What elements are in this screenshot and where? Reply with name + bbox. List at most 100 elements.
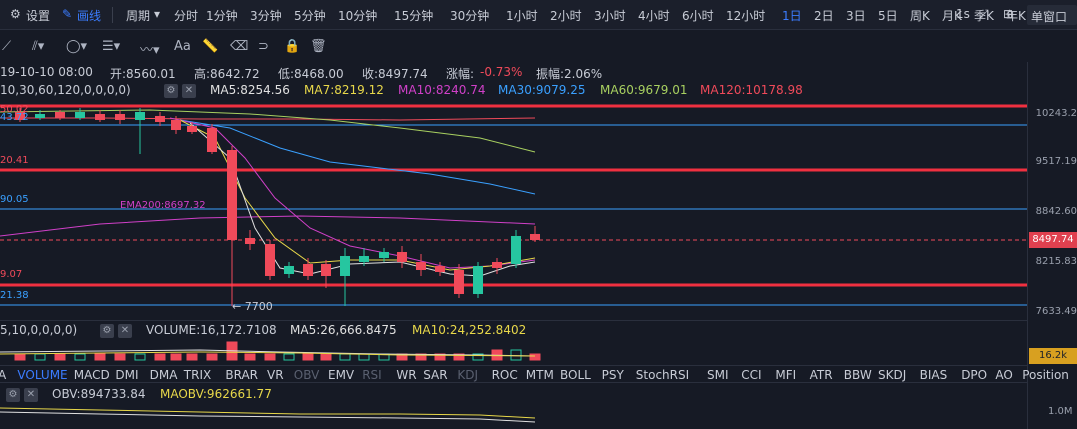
settings-icon[interactable]: ⚙: [10, 7, 21, 21]
magnet-icon[interactable]: ⊃: [258, 39, 269, 54]
layout-icon[interactable]: ⊞: [1003, 7, 1014, 21]
indicator-tab-dpo[interactable]: DPO: [961, 368, 988, 382]
fullscreen-icon[interactable]: ⤢: [979, 7, 989, 21]
eraser-icon[interactable]: ⌫: [230, 39, 249, 54]
interval-4[interactable]: 10分钟: [338, 9, 378, 23]
interval-10[interactable]: 4小时: [638, 9, 670, 23]
candle-body[interactable]: [473, 266, 483, 294]
interval-18[interactable]: 月K: [942, 9, 962, 23]
period-dropdown-icon[interactable]: ▾: [154, 7, 161, 21]
volume-close-icon[interactable]: ✕: [118, 324, 132, 338]
indicator-tab-bias[interactable]: BIAS: [919, 368, 948, 382]
mode-label[interactable]: 1s: [956, 7, 970, 21]
candle-body[interactable]: [15, 112, 25, 120]
candle-body[interactable]: [135, 112, 145, 120]
interval-3[interactable]: 5分钟: [294, 9, 326, 23]
interval-11[interactable]: 6小时: [682, 9, 714, 23]
parallel-tool-icon[interactable]: ⫽▾: [32, 39, 45, 54]
line-tool-icon[interactable]: ⟋: [2, 39, 12, 54]
indicator-tab-dmi[interactable]: DMI: [115, 368, 139, 382]
candle-body[interactable]: [492, 262, 502, 268]
draw-icon[interactable]: ✎: [62, 7, 73, 21]
candle-body[interactable]: [155, 116, 165, 122]
candle-body[interactable]: [416, 262, 426, 270]
candle-body[interactable]: [359, 256, 369, 262]
interval-6[interactable]: 30分钟: [450, 9, 490, 23]
indicator-tab-kdj[interactable]: KDJ: [457, 368, 479, 382]
indicator-tab-emv[interactable]: EMV: [328, 368, 355, 382]
indicator-tab-dma[interactable]: DMA: [149, 368, 178, 382]
candle-body[interactable]: [35, 114, 45, 118]
interval-5[interactable]: 15分钟: [394, 9, 434, 23]
candle-body[interactable]: [435, 266, 445, 272]
wave-tool-icon[interactable]: 〰▾: [140, 43, 160, 58]
indicator-tab-obv[interactable]: OBV: [293, 368, 320, 382]
candle-body[interactable]: [187, 126, 197, 132]
interval-20[interactable]: 年K: [1006, 9, 1026, 23]
indicator-tab-wr[interactable]: WR: [396, 368, 417, 382]
candle-body[interactable]: [454, 270, 464, 294]
interval-7[interactable]: 1小时: [506, 9, 538, 23]
obv-chart[interactable]: [0, 400, 1027, 429]
volume-chart[interactable]: [0, 338, 1027, 362]
indicator-tab-smi[interactable]: SMI: [707, 368, 729, 382]
indicator-tab-rsi[interactable]: RSI: [362, 368, 382, 382]
candle-body[interactable]: [207, 128, 217, 152]
obv-close-icon[interactable]: ✕: [24, 388, 38, 402]
indicator-tab-brar[interactable]: BRAR: [225, 368, 259, 382]
candle-body[interactable]: [55, 112, 65, 118]
indicator-tab-trix[interactable]: TRIX: [183, 368, 212, 382]
price-chart[interactable]: [0, 98, 1027, 320]
indicator-tab-a[interactable]: A: [0, 368, 7, 382]
candle-body[interactable]: [75, 112, 85, 118]
candle-body[interactable]: [265, 244, 275, 276]
interval-9[interactable]: 3小时: [594, 9, 626, 23]
settings-button[interactable]: 设置: [26, 9, 51, 23]
interval-15[interactable]: 3日: [846, 9, 866, 23]
indicator-tab-mfi[interactable]: MFI: [775, 368, 797, 382]
indicator-tab-roc[interactable]: ROC: [491, 368, 518, 382]
candle-body[interactable]: [379, 252, 389, 258]
ma-close-icon[interactable]: ✕: [182, 84, 196, 98]
interval-1[interactable]: 1分钟: [206, 9, 238, 23]
interval-19[interactable]: 季K: [974, 9, 994, 23]
candle-body[interactable]: [340, 256, 350, 276]
indicator-tab-volume[interactable]: VOLUME: [17, 368, 68, 382]
fib-tool-icon[interactable]: ☰▾: [102, 39, 121, 54]
indicator-tab-ao[interactable]: AO: [995, 368, 1013, 382]
indicator-tab-stochrsi[interactable]: StochRSI: [635, 368, 690, 382]
window-select[interactable]: 单窗口: [1027, 5, 1077, 25]
indicator-tab-sar[interactable]: SAR: [423, 368, 448, 382]
indicator-tab-psy[interactable]: PSY: [601, 368, 624, 382]
indicator-tab-bbw[interactable]: BBW: [843, 368, 872, 382]
interval-17[interactable]: 周K: [910, 9, 930, 23]
indicator-tab-mtm[interactable]: MTM: [525, 368, 554, 382]
indicator-tab-macd[interactable]: MACD: [73, 368, 110, 382]
price-axis[interactable]: 10243.2 9517.19 8842.60 8215.83 7633.49: [1027, 62, 1077, 429]
indicator-tab-vr[interactable]: VR: [267, 368, 284, 382]
interval-2[interactable]: 3分钟: [250, 9, 282, 23]
candle-body[interactable]: [397, 252, 407, 262]
candle-body[interactable]: [245, 238, 255, 244]
draw-button[interactable]: 画线: [77, 9, 102, 23]
indicator-tab-cci[interactable]: CCI: [741, 368, 762, 382]
indicator-tab-position[interactable]: Position: [1022, 368, 1069, 382]
ellipse-tool-icon[interactable]: ◯▾: [66, 39, 88, 54]
candle-body[interactable]: [303, 264, 313, 276]
trash-icon[interactable]: 🗑: [310, 39, 327, 54]
candle-body[interactable]: [227, 150, 237, 240]
interval-12[interactable]: 12小时: [726, 9, 766, 23]
indicator-tab-boll[interactable]: BOLL: [560, 368, 591, 382]
candle-body[interactable]: [321, 264, 331, 276]
text-tool[interactable]: Aa: [174, 39, 191, 54]
candle-body[interactable]: [95, 114, 105, 120]
lock-icon[interactable]: 🔒: [284, 39, 301, 54]
candle-body[interactable]: [284, 266, 294, 274]
candle-body[interactable]: [530, 234, 540, 240]
interval-16[interactable]: 5日: [878, 9, 898, 23]
interval-8[interactable]: 2小时: [550, 9, 582, 23]
obv-settings-icon[interactable]: ⚙: [6, 388, 20, 402]
interval-0[interactable]: 分时: [174, 9, 199, 23]
indicator-tab-atr[interactable]: ATR: [809, 368, 833, 382]
interval-14[interactable]: 2日: [814, 9, 834, 23]
